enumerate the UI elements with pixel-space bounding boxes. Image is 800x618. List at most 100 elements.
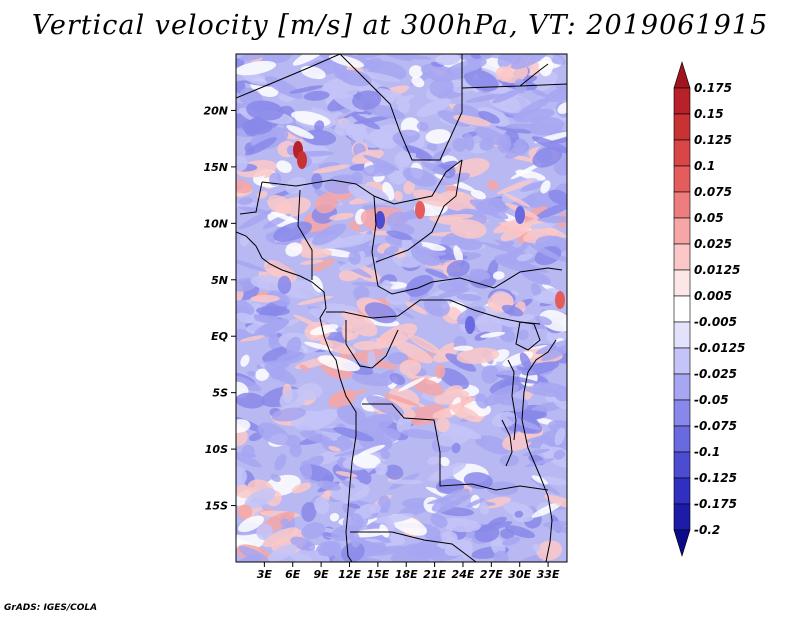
field-cell	[245, 137, 277, 156]
field-cell	[457, 238, 483, 251]
lon-tick-label: 3E	[257, 568, 273, 581]
field-cell	[351, 372, 394, 387]
field-cell	[342, 54, 373, 65]
lat-tick-label: 20N	[203, 104, 228, 117]
field-cell	[416, 121, 429, 132]
field-cell	[408, 334, 442, 355]
field-cell	[439, 456, 450, 467]
field-cell	[541, 343, 567, 361]
field-cell	[374, 513, 415, 524]
field-cell	[314, 120, 325, 132]
field-cell	[530, 88, 548, 98]
lat-tick-label: 10N	[203, 217, 228, 230]
field-cell	[520, 181, 546, 192]
field-cell	[367, 427, 401, 445]
field-cell	[358, 444, 386, 457]
lake	[501, 359, 517, 467]
field-cell	[539, 309, 567, 332]
field-cell	[438, 172, 471, 186]
field-cell	[236, 466, 247, 486]
field-cell	[236, 419, 251, 433]
field-cell	[430, 513, 448, 528]
field-cell	[553, 449, 566, 460]
field-cell	[531, 136, 567, 154]
field-cell	[464, 69, 499, 92]
field-cell	[399, 359, 422, 376]
lat-tick-label: 5N	[211, 274, 228, 287]
field-cell	[335, 471, 358, 478]
lat-tick-label: 15N	[203, 161, 228, 174]
field-cell	[309, 324, 339, 336]
field-cell	[529, 222, 555, 230]
field-cell	[256, 306, 290, 316]
colorbar-swatch	[673, 113, 691, 141]
field-cell	[352, 528, 389, 538]
field-cell	[531, 501, 562, 518]
field-cell	[474, 525, 500, 543]
field-cell	[450, 219, 487, 239]
field-cell	[426, 142, 438, 152]
field-cell	[311, 173, 323, 190]
field-cell	[542, 521, 567, 528]
field-cell	[299, 364, 310, 372]
field-cell	[348, 251, 361, 265]
field-cell	[280, 518, 289, 527]
field-cell	[411, 76, 425, 88]
colorbar-swatch	[673, 425, 691, 453]
field-cell	[554, 427, 566, 446]
field-cell	[390, 550, 431, 562]
field-cell	[351, 132, 365, 143]
field-cell	[439, 367, 469, 390]
field-cell	[351, 114, 381, 130]
field-cell	[237, 504, 253, 519]
field-cell	[553, 161, 567, 176]
field-cell	[362, 163, 396, 177]
field-cell	[557, 102, 567, 114]
field-cell	[336, 405, 367, 426]
colorbar-swatch	[673, 373, 691, 401]
field-cell	[317, 336, 334, 347]
field-cell	[268, 332, 279, 346]
field-cell	[524, 458, 555, 468]
field-cell	[239, 335, 266, 342]
field-cell	[450, 404, 482, 423]
lon-tick-label: 27E	[480, 568, 503, 581]
field-cell	[436, 213, 474, 221]
lon-tick-label: 12E	[338, 568, 361, 581]
field-cell	[300, 248, 332, 259]
field-cell	[236, 60, 277, 76]
border	[261, 179, 563, 295]
field-cell	[317, 355, 361, 372]
field-cell	[446, 260, 470, 278]
field-cell	[271, 407, 306, 422]
field-cell	[366, 395, 405, 417]
field-cell	[256, 523, 273, 541]
lon-tick-label: 9E	[314, 568, 330, 581]
colorbar-swatch	[673, 165, 691, 193]
field-cell	[453, 345, 474, 351]
colorbar-label: -0.0125	[694, 341, 745, 355]
colorbar-label: -0.005	[694, 315, 737, 329]
field-cell	[425, 129, 451, 144]
field-cell	[412, 189, 451, 207]
field-cell	[415, 250, 447, 256]
field-cell	[236, 277, 257, 292]
field-cell	[528, 117, 565, 136]
field-cell	[267, 195, 292, 214]
colorbar-label: 0.025	[694, 237, 732, 251]
field-cell	[393, 190, 403, 202]
field-cell	[555, 83, 567, 90]
field-cell	[545, 86, 567, 103]
field-cell	[516, 253, 533, 262]
lon-tick-label: 33E	[537, 568, 560, 581]
field-cell	[530, 244, 563, 261]
field-cell	[506, 123, 535, 130]
field-cell	[328, 388, 369, 402]
field-cell	[238, 209, 275, 230]
colorbar-label: -0.125	[694, 471, 737, 485]
field-cell	[296, 383, 323, 401]
field-cell	[456, 306, 486, 325]
colorbar-label: -0.1	[694, 445, 720, 459]
field-cell	[478, 111, 500, 124]
field-cell	[304, 341, 333, 351]
